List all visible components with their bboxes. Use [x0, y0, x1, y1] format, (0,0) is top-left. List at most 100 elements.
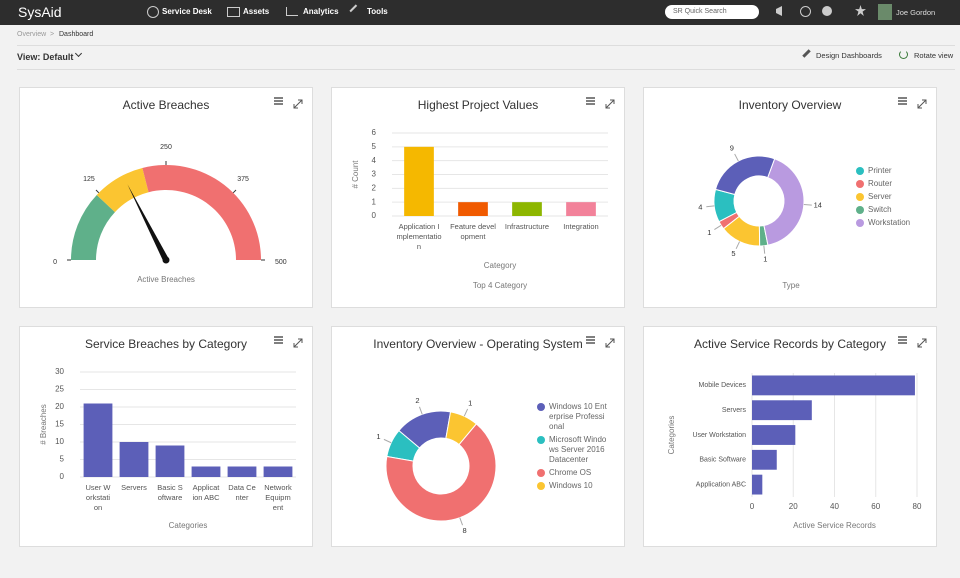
icon[interactable]	[855, 5, 866, 16]
legend-swatch	[856, 167, 864, 175]
donut-segment	[763, 158, 805, 246]
expand-icon[interactable]	[917, 99, 927, 109]
legend-item: Windows 10	[537, 481, 609, 491]
legend-item: Windows 10 Enterprise Professional	[537, 402, 609, 432]
data-label: 1	[376, 432, 380, 441]
menu-item[interactable]: Assets	[243, 7, 270, 16]
expand-icon[interactable]	[917, 338, 927, 348]
x-tick-label: Infrastructure	[504, 222, 550, 231]
data-label: 14	[814, 201, 822, 210]
gauge-tick-label: 500	[275, 259, 287, 266]
y-tick-label: 0	[60, 472, 65, 481]
bar	[191, 466, 221, 477]
divider	[17, 45, 955, 46]
icon	[147, 6, 159, 18]
icon[interactable]	[800, 6, 811, 17]
y-tick-label: Application ABC	[696, 481, 746, 488]
x-tick-label: Basic Software	[157, 483, 183, 502]
divider	[17, 69, 955, 70]
legend-label: Windows 10	[549, 481, 593, 490]
bar	[263, 466, 293, 477]
chart: Service Breaches by Category 0 5 10 15 20 25 30…	[39, 336, 303, 530]
x-tick-label: Integration	[563, 222, 599, 231]
chart-title: Service Breaches by Category	[85, 337, 247, 351]
expand-icon[interactable]	[605, 338, 615, 348]
bar	[752, 375, 915, 396]
x-tick-label: Network Equipment	[264, 483, 292, 512]
expand-icon[interactable]	[293, 338, 303, 348]
label-leader	[383, 438, 392, 444]
legend-swatch	[537, 436, 545, 444]
icon[interactable]	[822, 6, 832, 16]
x-tick-label: User Workstation	[85, 483, 111, 512]
label-leader	[463, 408, 469, 417]
breadcrumb-item: Dashboard	[59, 31, 94, 38]
bar	[752, 425, 796, 445]
icon	[802, 49, 811, 58]
action-button[interactable]: Rotate view	[914, 51, 954, 60]
icon[interactable]	[776, 6, 782, 16]
expand-icon[interactable]	[605, 99, 615, 109]
legend-item: Server	[856, 192, 914, 202]
y-tick-label: 25	[55, 385, 64, 394]
bar	[83, 403, 113, 477]
chart-card: Inventory Overview - Operating System 2 1 8…	[331, 326, 625, 547]
legend-item: Microsoft Windows Server 2016 Datacenter	[537, 435, 609, 465]
x-tick-label: Data Center	[228, 483, 256, 502]
logo[interactable]: SysAid	[18, 4, 62, 20]
expand-icon[interactable]	[293, 99, 303, 109]
label-leader	[763, 245, 766, 254]
gauge-subtitle: Active Breaches	[137, 275, 195, 284]
breadcrumb-item[interactable]: Overview	[17, 31, 47, 38]
action-button[interactable]: Design Dashboards	[816, 51, 882, 60]
y-tick-label: 5	[60, 455, 65, 464]
legend-item: Printer	[856, 166, 914, 176]
label-leader	[706, 205, 715, 208]
legend-label: Chrome OS	[549, 468, 592, 477]
icon	[286, 7, 298, 16]
legend-swatch	[856, 180, 864, 188]
y-tick-label: 20	[55, 402, 64, 411]
legend-label: Switch	[868, 205, 892, 214]
gauge-tick	[232, 189, 237, 194]
legend-item: Switch	[856, 205, 914, 215]
gauge-tick-label: 250	[160, 144, 172, 151]
menu-item[interactable]: Tools	[367, 7, 388, 16]
data-label: 8	[463, 526, 467, 535]
x-tick-label: Servers	[121, 483, 147, 492]
legend: Printer Router Server Switch Workstation	[856, 166, 914, 231]
chart-card: Active Breaches 0 125 250 375 500 Active Breac…	[19, 87, 313, 308]
legend-label: Server	[868, 192, 892, 201]
y-axis-label: # Breaches	[39, 404, 48, 444]
icon	[227, 7, 240, 17]
search-box[interactable]: SR Quick Search	[665, 5, 759, 19]
label-leader	[735, 241, 741, 250]
chart-title: Inventory Overview - Operating System	[373, 337, 582, 351]
label-leader	[714, 224, 722, 231]
y-tick-label: Servers	[722, 407, 747, 414]
data-label: 1	[707, 228, 711, 237]
bar	[458, 202, 488, 216]
search-placeholder: SR Quick Search	[673, 8, 727, 15]
legend: Windows 10 Enterprise Professional Micros…	[537, 402, 609, 494]
chart: Highest Project Values 0 1 2 3 4 5 6 # Count Cate…	[351, 97, 615, 290]
y-tick-label: Mobile Devices	[699, 382, 747, 389]
breadcrumb-separator: >	[50, 31, 55, 38]
menu-item[interactable]: Service Desk	[162, 7, 212, 16]
legend-swatch	[537, 482, 545, 490]
y-tick-label: 5	[372, 142, 377, 151]
legend-label: Workstation	[868, 218, 911, 227]
bar	[752, 474, 763, 495]
chart-title: Active Breaches	[123, 98, 210, 112]
x-tick-label: Feature development	[450, 222, 496, 241]
menu-item[interactable]: Analytics	[303, 7, 339, 16]
gauge-tick-label: 375	[237, 176, 249, 183]
legend-item: Chrome OS	[537, 468, 609, 478]
bar	[566, 202, 596, 216]
view-selector[interactable]: View: Default	[17, 52, 74, 62]
gauge-band	[71, 194, 115, 260]
chart: Active Breaches 0 125 250 375 500 Active Breac…	[53, 97, 303, 284]
gauge-tick-label: 125	[83, 176, 95, 183]
gauge-pivot	[162, 256, 170, 264]
user-name[interactable]: Joe Gordon	[896, 8, 936, 17]
